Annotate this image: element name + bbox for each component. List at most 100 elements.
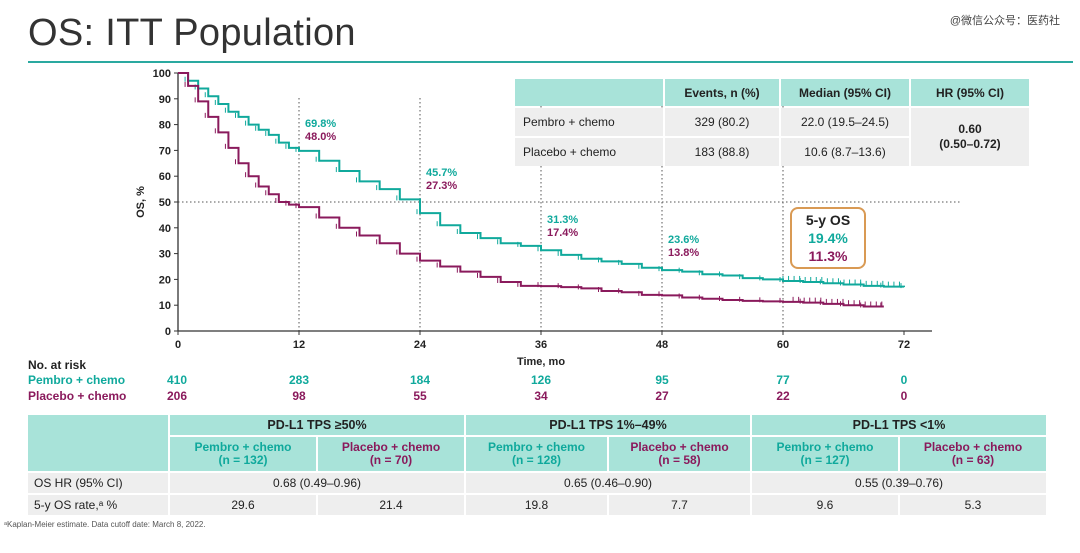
y-tick-label: 40 (159, 223, 171, 235)
rate-value: 21.4 (318, 495, 464, 515)
x-tick-label: 48 (656, 339, 668, 351)
summary-header-median: Median (95% CI) (781, 79, 909, 106)
risk-count-pembro: 126 (530, 373, 552, 387)
y-tick-label: 10 (159, 300, 171, 312)
summary-row-median: 10.6 (8.7–13.6) (781, 138, 909, 166)
risk-count-placebo: 98 (292, 389, 306, 403)
summary-header-blank (515, 79, 663, 106)
table-row: OS HR (95% CI) 0.68 (0.49–0.96) 0.65 (0.… (28, 473, 1046, 493)
hr-value: 0.55 (0.39–0.76) (752, 473, 1046, 493)
data-label: 23.6% (668, 234, 699, 246)
x-tick-label: 0 (175, 339, 181, 351)
risk-label-placebo: Placebo + chemo (28, 389, 127, 403)
x-tick-label: 72 (898, 339, 910, 351)
x-tick-label: 36 (535, 339, 547, 351)
watermark: @微信公众号：医药社 (949, 15, 1060, 27)
risk-count-placebo: 206 (166, 389, 188, 403)
arm-n: (n = 132) (218, 453, 268, 467)
x-axis-label: Time, mo (517, 356, 565, 368)
arm-name: Pembro + chemo (194, 440, 292, 454)
subgroup-arm-header: Pembro + chemo (n = 127) (752, 437, 898, 471)
summary-row-label: Placebo + chemo (515, 138, 663, 166)
subgroup-group-1: PD-L1 TPS ≥50% (170, 415, 464, 435)
subgroup-corner (28, 415, 168, 471)
arm-name: Placebo + chemo (341, 440, 441, 454)
data-label: 31.3% (547, 214, 578, 226)
data-label: 17.4% (547, 227, 578, 239)
y-axis-label: OS, % (135, 186, 147, 218)
risk-count-placebo: 22 (776, 389, 790, 403)
arm-name: Pembro + chemo (487, 440, 586, 454)
risk-count-pembro: 410 (166, 373, 188, 387)
risk-count-placebo: 0 (900, 389, 908, 403)
subgroup-arm-header: Placebo + chemo (n = 63) (900, 437, 1046, 471)
subgroup-arm-header: Pembro + chemo (n = 132) (170, 437, 316, 471)
summary-table: Events, n (%) Median (95% CI) HR (95% CI… (513, 77, 1031, 168)
risk-count-placebo: 55 (413, 389, 427, 403)
risk-count-placebo: 27 (655, 389, 669, 403)
risk-count-placebo: 34 (534, 389, 548, 403)
summary-row-label: Pembro + chemo (515, 108, 663, 136)
subgroup-arm-header: Placebo + chemo (n = 70) (318, 437, 464, 471)
five-year-os-placebo: 11.3% (808, 248, 848, 264)
risk-count-pembro: 0 (900, 373, 908, 387)
km-curve-placebo (178, 72, 884, 308)
summary-row-events: 183 (88.8) (665, 138, 779, 166)
risk-count-pembro: 283 (288, 373, 310, 387)
data-label: 45.7% (426, 167, 457, 179)
summary-header-hr: HR (95% CI) (911, 79, 1029, 106)
subgroup-group-3: PD-L1 TPS <1% (752, 415, 1046, 435)
y-tick-label: 50 (159, 197, 171, 209)
y-tick-label: 60 (159, 171, 171, 183)
data-label: 48.0% (305, 131, 336, 143)
table-row: Placebo + chemo 183 (88.8) 10.6 (8.7–13.… (515, 138, 1029, 166)
summary-hr-value: 0.60 (958, 122, 982, 136)
table-row: Pembro + chemo 329 (80.2) 22.0 (19.5–24.… (515, 108, 1029, 166)
summary-row-median: 22.0 (19.5–24.5) (781, 108, 909, 136)
arm-n: (n = 58) (658, 453, 701, 467)
x-tick-label: 60 (777, 339, 789, 351)
arm-n: (n = 63) (951, 453, 995, 467)
x-tick-label: 12 (293, 339, 305, 351)
arm-name: Placebo + chemo (630, 440, 729, 454)
y-tick-label: 100 (153, 68, 171, 80)
y-tick-label: 70 (159, 145, 171, 157)
summary-hr-cell: 0.60 (0.50–0.72) (911, 108, 1029, 166)
hr-value: 0.68 (0.49–0.96) (170, 473, 464, 493)
x-tick-label: 24 (414, 339, 427, 351)
data-label: 27.3% (426, 180, 457, 192)
footnote: ᵃKaplan-Meier estimate. Data cutoff date… (4, 520, 206, 529)
arm-name: Placebo + chemo (923, 440, 1023, 454)
hr-value: 0.65 (0.46–0.90) (466, 473, 750, 493)
y-tick-label: 0 (165, 326, 171, 338)
y-tick-label: 80 (159, 120, 171, 132)
rate-value: 9.6 (752, 495, 898, 515)
arm-n: (n = 70) (369, 453, 413, 467)
summary-row-events: 329 (80.2) (665, 108, 779, 136)
subgroup-arm-header: Placebo + chemo (n = 58) (609, 437, 750, 471)
km-curve-pembro (178, 72, 905, 288)
arm-name: Pembro + chemo (776, 440, 874, 454)
arm-n: (n = 128) (511, 453, 562, 467)
subgroup-arm-header: Pembro + chemo (n = 128) (466, 437, 607, 471)
hr-row-label: OS HR (95% CI) (28, 473, 168, 493)
table-row: 5-y OS rate,ᵃ % 29.6 21.4 19.8 7.7 9.6 5… (28, 495, 1046, 515)
five-year-os-callout: 5-y OS 19.4% 11.3% (790, 207, 866, 269)
data-label: 13.8% (668, 247, 699, 259)
title-divider (28, 61, 1073, 63)
rate-row-label: 5-y OS rate,ᵃ % (28, 495, 168, 515)
arm-n: (n = 127) (800, 453, 850, 467)
five-year-os-title: 5-y OS (805, 212, 851, 228)
rate-value: 29.6 (170, 495, 316, 515)
risk-count-pembro: 184 (409, 373, 431, 387)
risk-count-pembro: 77 (776, 373, 790, 387)
page-title: OS: ITT Population (28, 12, 356, 54)
summary-hr-ci: (0.50–0.72) (939, 137, 1001, 151)
five-year-os-pembro: 19.4% (808, 230, 848, 246)
risk-title: No. at risk (28, 358, 87, 372)
rate-value: 5.3 (900, 495, 1046, 515)
y-tick-label: 30 (159, 249, 171, 261)
risk-count-pembro: 95 (655, 373, 669, 387)
rate-value: 7.7 (609, 495, 750, 515)
